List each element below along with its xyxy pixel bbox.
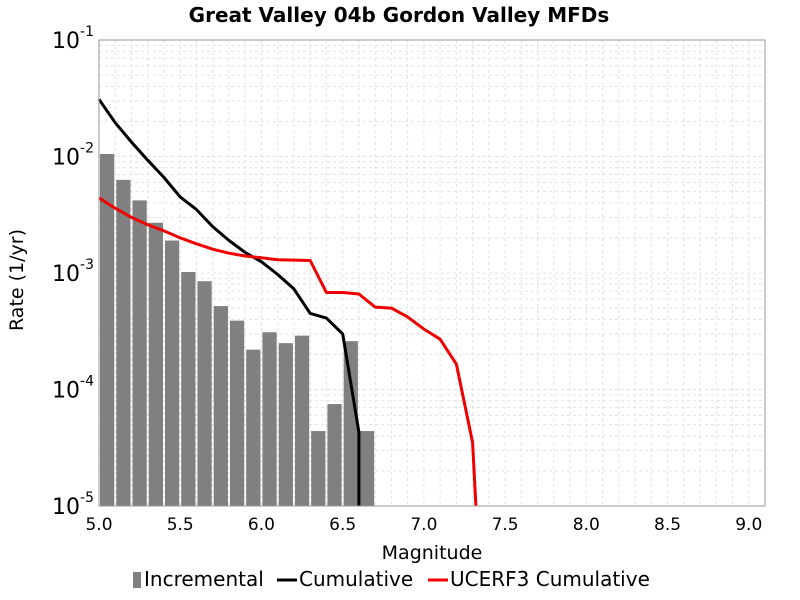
legend-swatch-incremental bbox=[133, 572, 141, 588]
y-tick-label: 10-4 bbox=[52, 374, 94, 404]
chart-title: Great Valley 04b Gordon Valley MFDs bbox=[189, 3, 610, 27]
x-tick-label: 8.0 bbox=[573, 515, 600, 535]
cumulative-line bbox=[97, 98, 361, 506]
y-tick-label: 10-1 bbox=[52, 24, 94, 54]
incremental-bar bbox=[343, 341, 358, 506]
x-tick-label: 7.0 bbox=[410, 515, 437, 535]
incremental-bar bbox=[213, 306, 228, 506]
x-axis-label: Magnitude bbox=[382, 542, 483, 564]
x-tick-label: 9.0 bbox=[735, 515, 762, 535]
incremental-bar bbox=[148, 222, 163, 506]
y-tick-labels: 10-5 10-4 10-3 10-2 10-1 bbox=[52, 24, 94, 520]
incremental-bar bbox=[197, 281, 212, 506]
incremental-bar bbox=[262, 332, 277, 506]
incremental-bar bbox=[311, 431, 326, 506]
y-tick-label: 10-3 bbox=[52, 257, 94, 287]
incremental-bar bbox=[181, 271, 196, 506]
incremental-bar bbox=[229, 320, 245, 506]
legend-label-ucerf3: UCERF3 Cumulative bbox=[450, 567, 650, 591]
plot-border bbox=[98, 39, 766, 507]
incremental-bar bbox=[278, 343, 293, 506]
incremental-bar bbox=[164, 240, 180, 506]
legend: Incremental Cumulative UCERF3 Cumulative bbox=[133, 567, 650, 591]
x-tick-labels: 5.0 5.5 6.0 6.5 7.0 7.5 8.0 8.5 9.0 bbox=[85, 515, 762, 535]
x-tick-label: 5.0 bbox=[85, 515, 112, 535]
incremental-bar bbox=[359, 431, 375, 506]
cumulative-lines bbox=[97, 98, 478, 507]
incremental-bar bbox=[100, 154, 115, 507]
y-tick-label: 10-5 bbox=[52, 490, 94, 520]
incremental-bar bbox=[246, 349, 261, 506]
legend-label-incremental: Incremental bbox=[144, 567, 264, 591]
legend-label-cumulative: Cumulative bbox=[299, 567, 413, 591]
incremental-bar bbox=[327, 404, 342, 506]
incremental-bar bbox=[132, 200, 147, 506]
x-tick-label: 6.5 bbox=[329, 515, 356, 535]
x-tick-label: 6.0 bbox=[248, 515, 275, 535]
x-tick-label: 5.5 bbox=[167, 515, 194, 535]
incremental-bars bbox=[100, 154, 375, 507]
y-tick-label: 10-2 bbox=[52, 141, 94, 171]
x-tick-label: 7.5 bbox=[492, 515, 519, 535]
y-axis-label: Rate (1/yr) bbox=[6, 229, 28, 331]
ucerf3-cumulative-line bbox=[98, 196, 478, 507]
incremental-bar bbox=[116, 179, 131, 506]
x-tick-label: 8.5 bbox=[654, 515, 681, 535]
incremental-bar bbox=[294, 335, 310, 506]
